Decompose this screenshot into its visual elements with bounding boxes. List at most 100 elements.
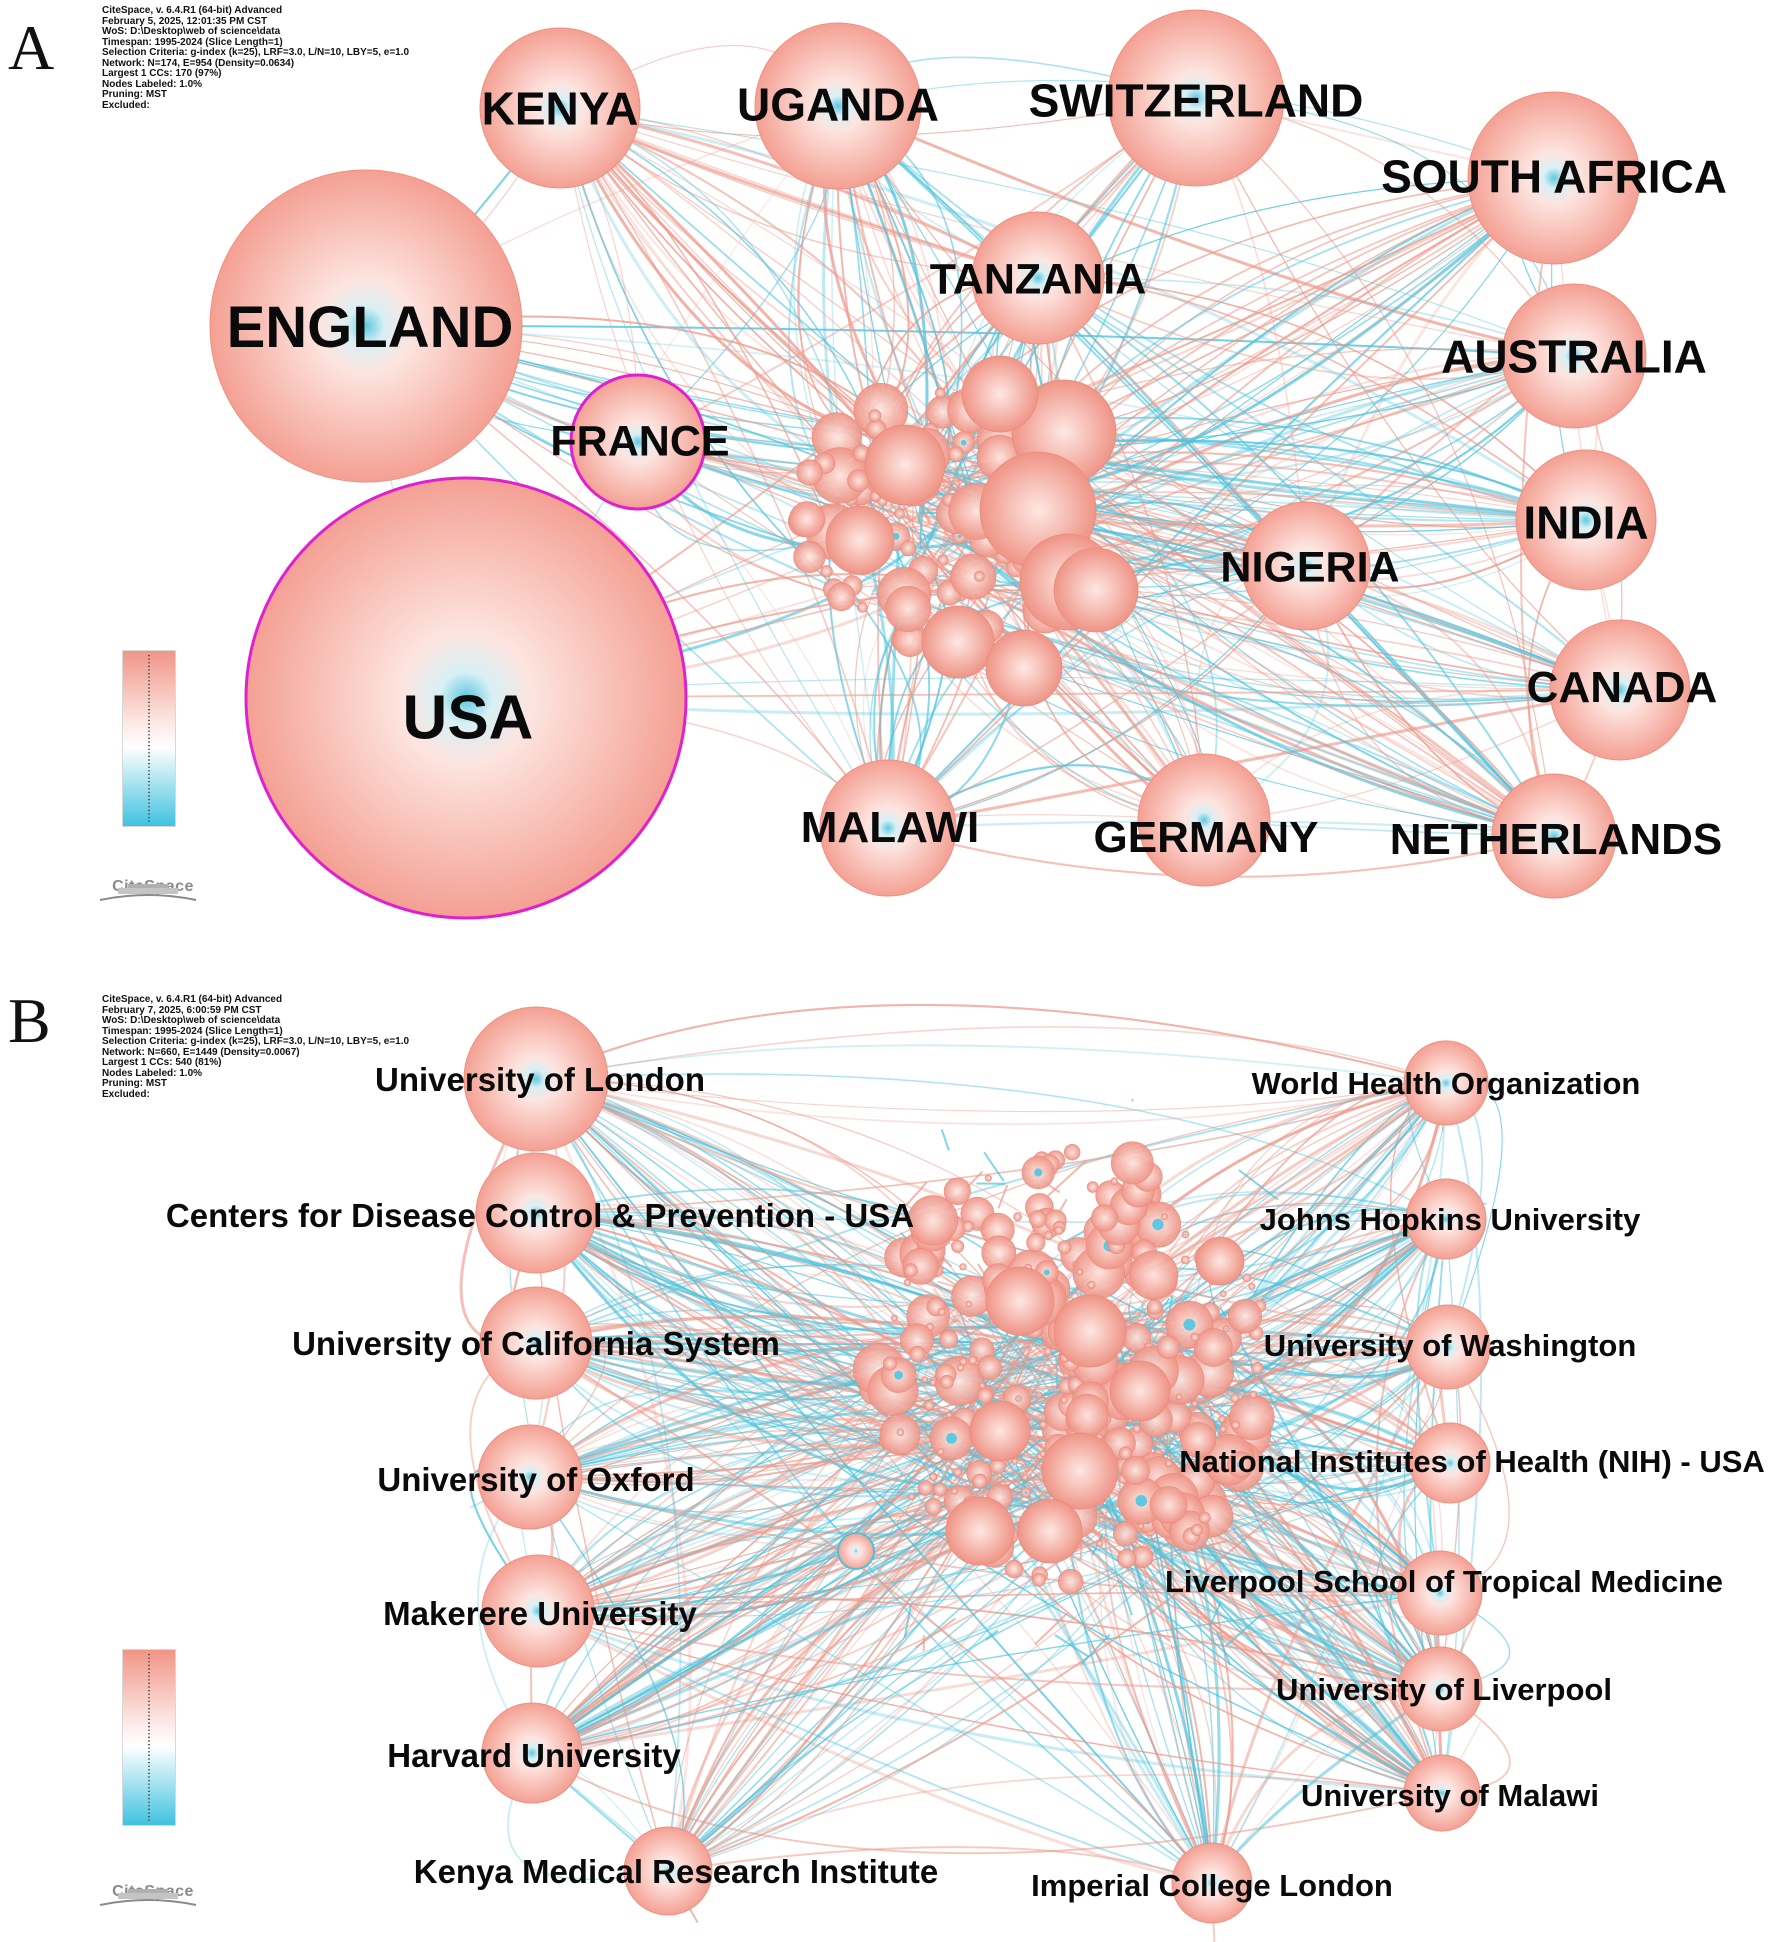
country-node: [1405, 1304, 1491, 1390]
network-link: [529, 1347, 956, 1478]
cluster-node: [903, 1278, 912, 1287]
network-link: [529, 1341, 1022, 1480]
institution-label: Johns Hopkins University: [1260, 1202, 1641, 1237]
country-node: [481, 1702, 583, 1804]
network-link: [1067, 177, 1555, 603]
country-node: [1549, 619, 1691, 761]
cluster-node: [1028, 1210, 1047, 1228]
network-link: [559, 107, 889, 829]
institution-label: Kenya Medical Research Institute: [414, 1853, 939, 1890]
cluster-node-core: [894, 1370, 903, 1380]
network-link: [837, 105, 1555, 837]
network-link: [529, 1343, 991, 1479]
metadata-line: WoS: D:\Desktop\web of science\data: [102, 26, 281, 37]
country-node: [1405, 1178, 1487, 1260]
metadata-line: February 5, 2025, 12:01:35 PM CST: [102, 15, 268, 27]
network-link: [1225, 1613, 1263, 1647]
logo-graphic: [99, 1889, 197, 1906]
network-link: [535, 1212, 1441, 1595]
network-link: [879, 460, 1587, 521]
institution-label: Harvard University: [387, 1737, 681, 1774]
cluster-node: [1227, 1299, 1262, 1334]
country-node: [481, 1554, 595, 1668]
cluster-node: [891, 1314, 898, 1322]
metadata-line: Timespan: 1995-2024 (Slice Length=1): [102, 1025, 283, 1037]
country-label: UGANDA: [737, 79, 939, 131]
network-link: [535, 1026, 1447, 1084]
cluster-node: [1110, 1141, 1154, 1185]
institution-network-graph: University of London Centers for Disease …: [166, 1003, 1765, 1942]
cluster-node: [1249, 1390, 1258, 1399]
cluster-node: [1109, 1360, 1171, 1422]
cluster-node: [856, 601, 868, 613]
network-link: [559, 107, 1005, 543]
network-link: [1216, 1631, 1232, 1666]
network-link: [529, 1476, 1213, 1884]
node-labels: KENYA UGANDA SWITZERLAND SOUTH AFRICA ENGLAN…: [227, 75, 1727, 864]
network-link: [1156, 1631, 1171, 1642]
institution-label: University of Malawi: [1301, 1778, 1599, 1813]
network-link: [537, 1609, 1441, 1691]
network-link: [535, 1078, 1029, 1375]
cluster-node: [1087, 1280, 1096, 1289]
network-link: [667, 1473, 994, 1872]
network-link: [531, 1082, 1447, 1754]
cluster-node-core: [1043, 1269, 1050, 1276]
cluster-node: [969, 1400, 1031, 1462]
network-link: [535, 1212, 1441, 1690]
network-link: [1085, 1436, 1443, 1794]
panel-a: KENYA UGANDA SWITZERLAND SOUTH AFRICA ENGLAN…: [8, 5, 1727, 928]
cluster-node-core: [946, 1433, 957, 1444]
country-label: NIGERIA: [1220, 543, 1399, 591]
network-link: [1061, 465, 1555, 837]
cluster-node: [1116, 1548, 1137, 1569]
cluster-node: [1146, 1299, 1163, 1315]
metadata-line: Timespan: 1995-2024 (Slice Length=1): [102, 36, 283, 48]
network-link: [887, 355, 1575, 829]
cluster-node: [1121, 1456, 1150, 1485]
cluster-node: [1195, 1236, 1245, 1286]
country-node: [477, 1424, 583, 1530]
network-link: [837, 105, 1621, 691]
cluster-node: [1039, 1420, 1048, 1429]
cluster-node: [921, 1376, 929, 1383]
cluster-node: [943, 1177, 971, 1205]
cluster-node: [962, 1220, 975, 1233]
country-label: TANZANIA: [930, 255, 1147, 303]
country-node: [1403, 1040, 1489, 1126]
cluster-node: [945, 1496, 1015, 1566]
cluster-node: [972, 1473, 988, 1489]
cluster-node: [896, 1428, 905, 1437]
node-cluster: [837, 1141, 1275, 1595]
network-link: [1131, 1098, 1134, 1102]
cluster-node: [1054, 1225, 1064, 1235]
cluster-node: [1113, 1521, 1139, 1547]
cluster-node: [793, 540, 826, 574]
cluster-node: [917, 1480, 934, 1496]
network-link: [1195, 97, 1621, 691]
country-label: USA: [403, 683, 534, 752]
network-link: [535, 1342, 1213, 1884]
timeline-color-legend: [122, 650, 176, 827]
network-link: [1199, 1540, 1227, 1549]
cluster-node: [929, 1472, 938, 1481]
country-node: [209, 169, 523, 483]
cluster-node-core: [1034, 1168, 1043, 1177]
network-link: [667, 1346, 1449, 1872]
network-link: [537, 1383, 1079, 1612]
citespace-logo: CiteSpace: [98, 878, 208, 928]
network-link: [903, 1604, 912, 1638]
metadata-line: Selection Criteria: g-index (k=25), LRF=…: [102, 47, 410, 58]
cluster-node: [939, 1329, 959, 1349]
cluster-node: [825, 505, 895, 575]
cluster-node: [961, 355, 1039, 433]
logo-graphic: [99, 884, 197, 901]
network-link: [666, 1507, 947, 1872]
institution-label: National Institutes of Health (NIH) - US…: [1179, 1444, 1765, 1479]
country-node: [1137, 753, 1271, 887]
country-node: [1409, 1422, 1491, 1504]
network-link: [667, 1773, 1443, 1872]
cluster-node-core: [1017, 1397, 1020, 1400]
cluster-node: [907, 1195, 959, 1246]
cluster-node: [1043, 1347, 1053, 1356]
